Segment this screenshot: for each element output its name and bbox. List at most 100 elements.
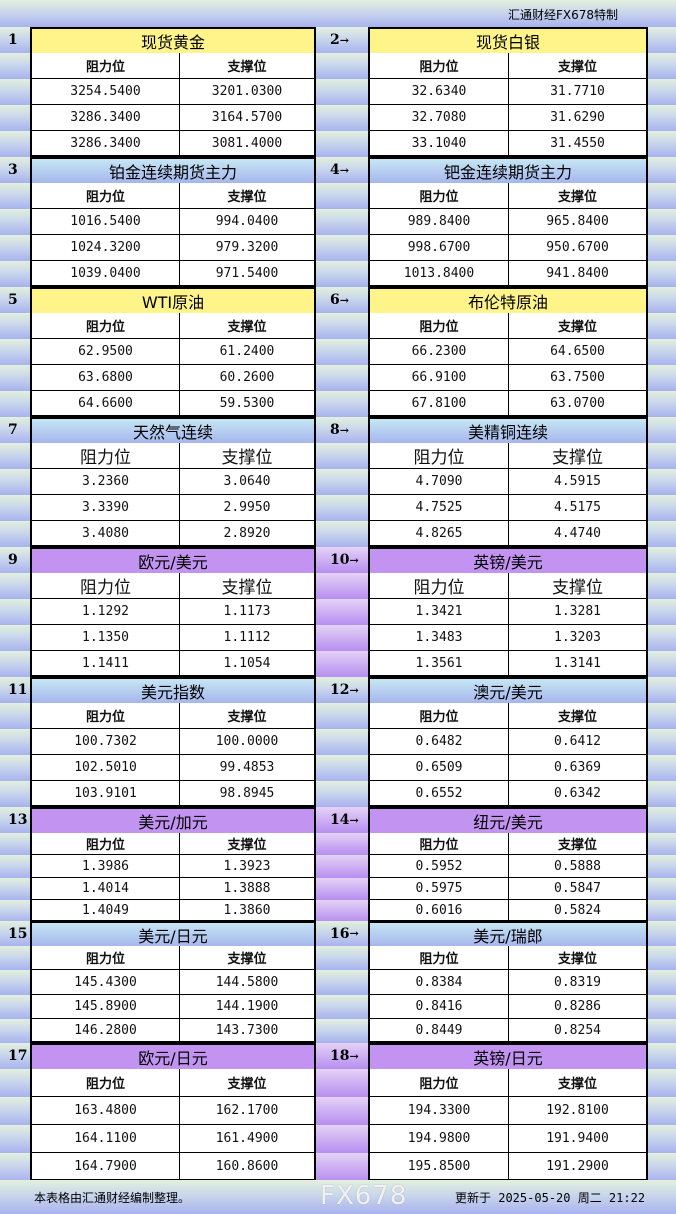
arrow-right-icon: → — [339, 293, 349, 307]
resistance-value: 3.2360 — [30, 469, 179, 495]
resistance-value: 102.5010 — [30, 755, 179, 781]
middle-strip — [316, 235, 368, 261]
section-number: 7 — [8, 422, 18, 438]
support-value: 1.1112 — [179, 625, 316, 651]
left-strip — [0, 573, 30, 599]
left-strip — [0, 443, 30, 469]
support-value: 1.3281 — [508, 599, 648, 625]
right-strip — [648, 921, 676, 946]
instrument-title: WTI原油 — [30, 287, 316, 314]
instrument-title: 英镑/美元 — [368, 547, 648, 574]
support-header: 支撑位 — [508, 573, 648, 599]
support-value: 144.1900 — [179, 995, 316, 1019]
left-strip — [0, 1019, 30, 1043]
instrument-title: 布伦特原油 — [368, 287, 648, 314]
middle-strip — [316, 417, 368, 443]
right-strip — [648, 625, 676, 651]
support-value: 162.1700 — [179, 1097, 316, 1125]
resistance-value: 4.8265 — [368, 521, 508, 547]
section-number: 13 — [8, 812, 28, 828]
middle-strip — [316, 1153, 368, 1181]
support-value: 965.8400 — [508, 209, 648, 235]
left-strip — [0, 469, 30, 495]
left-strip — [0, 105, 30, 131]
support-value: 191.9400 — [508, 1125, 648, 1153]
resistance-header: 阻力位 — [368, 183, 508, 209]
support-value: 994.0400 — [179, 209, 316, 235]
resistance-header: 阻力位 — [368, 443, 508, 469]
right-strip — [648, 27, 676, 53]
section-number: 17 — [8, 1048, 28, 1064]
right-strip — [648, 79, 676, 105]
section-number: 4 → — [330, 157, 349, 183]
left-strip — [0, 807, 30, 833]
support-header: 支撑位 — [508, 833, 648, 855]
resistance-value: 1.1350 — [30, 625, 179, 651]
resistance-value: 67.8100 — [368, 391, 508, 417]
support-value: 31.6290 — [508, 105, 648, 131]
middle-strip — [316, 131, 368, 157]
right-strip — [648, 417, 676, 443]
support-value: 2.8920 — [179, 521, 316, 547]
right-strip — [648, 261, 676, 287]
right-strip — [648, 1019, 676, 1043]
middle-strip — [316, 1043, 368, 1069]
middle-strip — [316, 79, 368, 105]
support-value: 4.5915 — [508, 469, 648, 495]
right-strip — [648, 469, 676, 495]
watermark-logo: FX678 — [320, 1181, 408, 1211]
resistance-value: 3254.5400 — [30, 79, 179, 105]
middle-strip — [316, 729, 368, 755]
middle-strip — [316, 365, 368, 391]
middle-strip — [316, 677, 368, 703]
middle-strip — [316, 105, 368, 131]
support-value: 31.7710 — [508, 79, 648, 105]
resistance-value: 66.2300 — [368, 339, 508, 365]
left-strip — [0, 339, 30, 365]
middle-strip — [316, 53, 368, 79]
right-strip — [648, 157, 676, 183]
support-value: 31.4550 — [508, 131, 648, 157]
left-strip — [0, 599, 30, 625]
resistance-value: 1.3421 — [368, 599, 508, 625]
left-strip — [0, 921, 30, 946]
left-strip — [0, 183, 30, 209]
middle-strip — [316, 547, 368, 573]
section-number-text: 2 — [330, 32, 340, 48]
right-strip — [648, 521, 676, 547]
right-strip — [648, 970, 676, 995]
right-strip — [648, 183, 676, 209]
section-number: 10 → — [330, 547, 359, 573]
section-number: 12 → — [330, 677, 359, 703]
right-strip — [648, 105, 676, 131]
section-number-text: 18 — [330, 1048, 350, 1064]
update-time: 更新于 2025-05-20 周二 21:22 — [455, 1191, 646, 1205]
middle-strip — [316, 833, 368, 855]
middle-strip — [316, 261, 368, 287]
support-header: 支撑位 — [179, 946, 316, 970]
resistance-header: 阻力位 — [30, 703, 179, 729]
resistance-value: 0.6482 — [368, 729, 508, 755]
right-strip — [648, 287, 676, 313]
left-strip — [0, 855, 30, 878]
support-header: 支撑位 — [508, 443, 648, 469]
arrow-right-icon: → — [349, 927, 359, 940]
resistance-value: 3286.3400 — [30, 131, 179, 157]
left-strip — [0, 157, 30, 183]
support-value: 3.0640 — [179, 469, 316, 495]
support-header: 支撑位 — [508, 946, 648, 970]
right-strip — [648, 833, 676, 855]
support-header: 支撑位 — [508, 183, 648, 209]
resistance-value: 4.7090 — [368, 469, 508, 495]
support-value: 941.8400 — [508, 261, 648, 287]
left-strip — [0, 1043, 30, 1069]
instrument-title: 铂金连续期货主力 — [30, 157, 316, 184]
support-header: 支撑位 — [179, 183, 316, 209]
resistance-value: 1.3561 — [368, 651, 508, 677]
instrument-title: 美元/瑞郎 — [368, 921, 648, 947]
left-strip — [0, 1097, 30, 1125]
left-strip — [0, 970, 30, 995]
section-number: 9 — [8, 552, 18, 568]
section-number: 14 → — [330, 807, 359, 833]
instrument-title: 美元/加元 — [30, 807, 316, 834]
